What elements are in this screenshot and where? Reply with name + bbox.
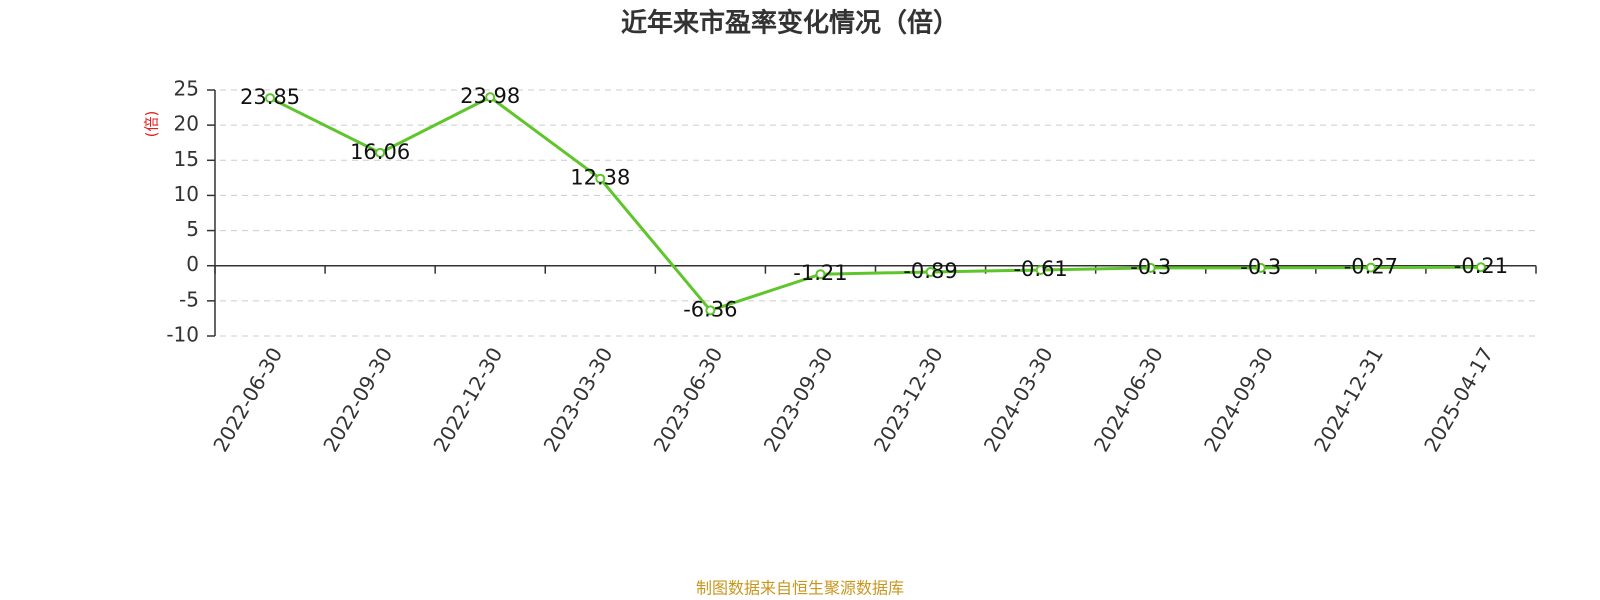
x-tick-label: 2024-12-31	[1309, 343, 1388, 456]
data-label: -6.36	[683, 297, 737, 321]
x-tick-label: 2024-06-30	[1089, 343, 1168, 456]
data-label: -0.89	[903, 259, 957, 283]
point	[815, 269, 826, 280]
point	[1475, 262, 1486, 273]
point	[1035, 265, 1046, 276]
footer: 制图数据来自恒生聚源数据库	[696, 579, 904, 598]
line	[269, 95, 1481, 313]
y-tick-label: 15	[174, 147, 199, 171]
x-tick-label: 2023-12-30	[869, 343, 948, 456]
data-label: -0.3	[1240, 255, 1281, 279]
x-tick-label: 2023-03-30	[538, 343, 617, 456]
y-tick-label: -10	[166, 323, 199, 347]
point	[1365, 262, 1376, 273]
data-label: -1.21	[793, 261, 847, 285]
y-axis-label: (倍)	[143, 111, 161, 138]
x-tick-label: 2022-06-30	[208, 343, 287, 456]
y-tick-label: -5	[179, 287, 199, 311]
chart-title: 近年来市盈率变化情况（倍）	[621, 8, 959, 39]
data-label: -0.3	[1130, 255, 1171, 279]
data-label: -0.21	[1454, 254, 1508, 278]
data-label: 16.06	[350, 140, 410, 164]
point	[595, 173, 606, 184]
data-label: -0.27	[1344, 255, 1398, 279]
x-tick-label: 2023-09-30	[759, 343, 838, 456]
data-label: 23.85	[240, 85, 300, 109]
y-tick-label: 10	[174, 182, 199, 206]
point	[265, 93, 276, 104]
point	[925, 266, 936, 277]
x-tick-label: 2025-04-17	[1419, 343, 1498, 456]
x-tick-label: 2023-06-30	[649, 343, 728, 456]
point	[1255, 262, 1266, 273]
point	[705, 305, 716, 316]
x-tick-label: 2022-09-30	[318, 343, 397, 456]
y-tick-label: 20	[174, 112, 199, 136]
x-tick-label: 2024-09-30	[1199, 343, 1278, 456]
y-tick-label: 0	[186, 252, 199, 276]
data-label: -0.61	[1013, 257, 1067, 281]
point	[485, 92, 496, 103]
y-tick-label: 5	[186, 217, 199, 241]
point	[1145, 262, 1156, 273]
x-tick-label: 2022-12-30	[428, 343, 507, 456]
x-tick-label: 2024-03-30	[979, 343, 1058, 456]
data-label: 23.98	[460, 84, 520, 108]
point	[375, 147, 386, 158]
y-tick-label: 25	[174, 77, 199, 101]
data-label: 12.38	[570, 166, 630, 190]
